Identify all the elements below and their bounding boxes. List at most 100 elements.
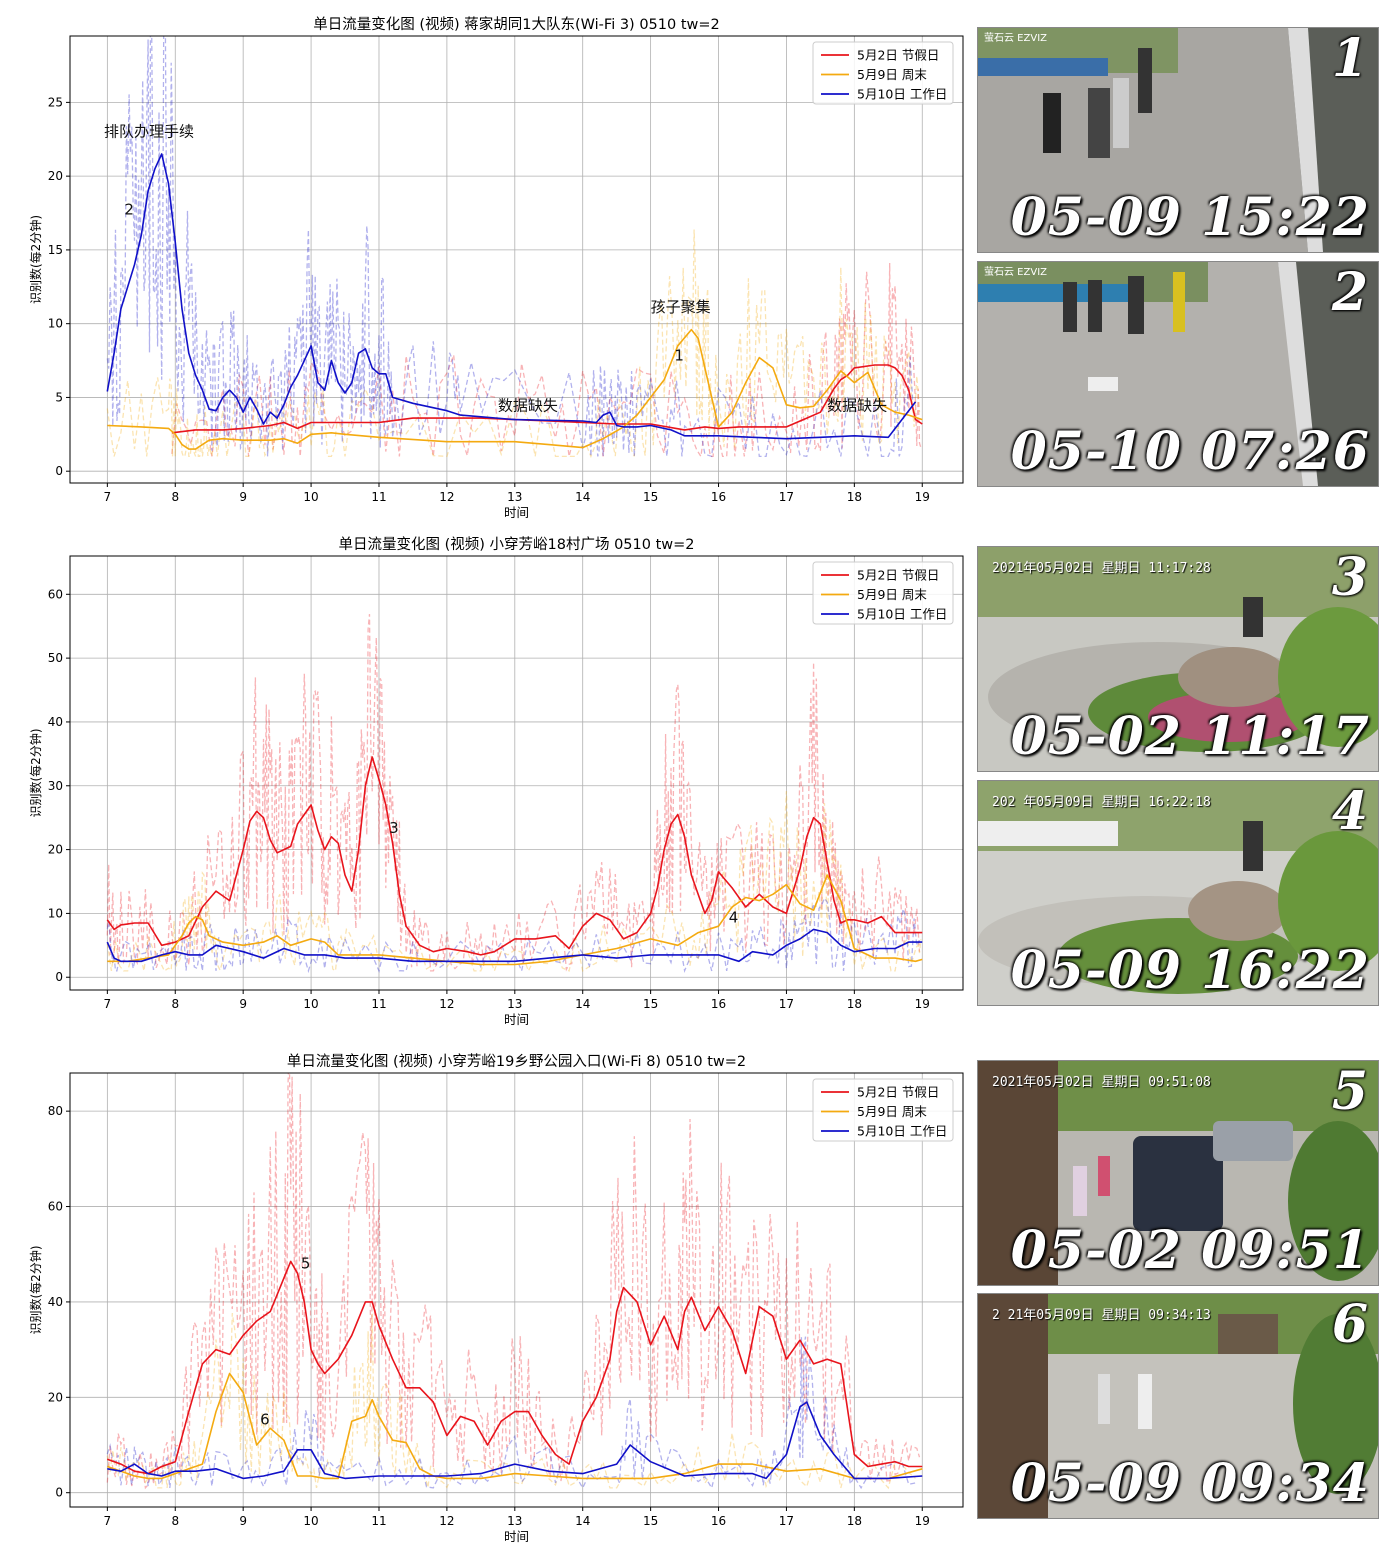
axes-frame	[69, 35, 964, 484]
legend: 5月2日 节假日 5月9日 周末 5月10日 工作日	[812, 561, 954, 625]
x-tick-label: 18	[847, 490, 862, 504]
x-tick-label: 7	[104, 997, 112, 1011]
charts-area: 7 8 9 10 11 12 13 14 15 16 17 18 190510152025单日流量变化图…	[28, 16, 964, 1544]
park-entrance-image	[978, 1294, 1378, 1518]
annotation-label: 6	[260, 1410, 270, 1428]
street-scene-image	[978, 28, 1378, 252]
y-tick-label: 0	[55, 970, 63, 984]
plot-area	[70, 36, 963, 483]
camera-panel-2: 萤石云 EZVIZ 2 05-10 07:26	[977, 261, 1379, 487]
camera-osd-time: 2021年05月02日 星期日 11:17:28	[992, 561, 1211, 576]
plaza-scene-image	[978, 781, 1378, 1005]
legend-entry: 5月10日 工作日	[857, 87, 947, 102]
x-tick-label: 11	[371, 997, 386, 1011]
panel-timestamp: 05-09 09:34	[1010, 1453, 1370, 1514]
camera-panel-1: 萤石云 EZVIZ 1 05-09 15:22	[977, 27, 1379, 253]
x-tick-label: 13	[507, 997, 522, 1011]
panel-timestamp: 05-02 11:17	[1010, 706, 1370, 767]
legend: 5月2日 节假日 5月9日 周末 5月10日 工作日	[812, 41, 954, 105]
x-tick-label: 16	[711, 490, 726, 504]
panel-number: 3	[1331, 547, 1368, 608]
y-tick-label: 60	[48, 587, 63, 601]
y-tick-label: 40	[48, 715, 63, 729]
x-tick-label: 14	[575, 490, 590, 504]
series-line-1	[106, 756, 923, 956]
y-tick-label: 60	[48, 1200, 63, 1214]
x-tick-label: 18	[847, 1514, 862, 1528]
x-tick-label: 8	[171, 1514, 179, 1528]
legend-entry: 5月9日 周末	[857, 587, 927, 602]
plot-lines	[106, 36, 923, 459]
panel-timestamp: 05-10 07:26	[1010, 421, 1370, 482]
series-line-1	[171, 364, 923, 434]
camera-logo: 萤石云 EZVIZ	[984, 267, 1047, 278]
x-tick-label: 14	[575, 1514, 590, 1528]
series-line-1	[107, 1260, 923, 1475]
series-line-3	[106, 153, 917, 440]
x-tick-label: 19	[915, 997, 930, 1011]
axes-frame	[69, 555, 964, 991]
plot-area	[70, 1073, 963, 1507]
x-tick-label: 16	[711, 997, 726, 1011]
x-tick-label: 14	[575, 997, 590, 1011]
x-tick-label: 7	[104, 490, 112, 504]
x-tick-label: 15	[643, 490, 658, 504]
y-axis-label: 识别数(每2分钟)	[28, 729, 43, 818]
legend-box	[812, 41, 954, 105]
y-tick-label: 50	[48, 651, 63, 665]
annotation-label: 数据缺失	[498, 397, 558, 415]
legend-entry: 5月2日 节假日	[857, 48, 939, 63]
x-tick-label: 16	[711, 1514, 726, 1528]
annotation-label: 数据缺失	[827, 397, 887, 415]
series-line-3	[106, 928, 923, 963]
panel-number: 6	[1331, 1294, 1368, 1355]
x-tick-label: 15	[643, 997, 658, 1011]
x-tick-label: 12	[439, 490, 454, 504]
raw-series-line-3	[106, 36, 914, 458]
raw-series-line-2	[106, 229, 921, 459]
annotation-label: 3	[389, 819, 399, 837]
legend-entry: 5月10日 工作日	[857, 607, 947, 622]
panel-number: 5	[1331, 1061, 1368, 1122]
raw-series-line-1	[171, 262, 922, 459]
y-tick-label: 40	[48, 1295, 63, 1309]
x-tick-label: 19	[915, 490, 930, 504]
y-tick-label: 10	[48, 317, 63, 331]
y-tick-label: 20	[48, 843, 63, 857]
x-tick-label: 9	[239, 997, 247, 1011]
x-tick-label: 10	[303, 490, 318, 504]
chart-3: 7 8 9 10 11 12 13 14 15 16 17 18 19 0 20 40 60 80 单日流量变化图 …	[28, 1053, 964, 1544]
annotation-label: 孩子聚集	[651, 298, 711, 316]
camera-osd-time: 202 年05月09日 星期日 16:22:18	[992, 795, 1211, 810]
raw-series-line-2	[106, 791, 922, 973]
camera-panel-6: 2 21年05月09日 星期日 09:34:13 6 05-09 09:34	[977, 1293, 1379, 1519]
x-tick-label: 7	[104, 1514, 112, 1528]
y-axis-label: 识别数(每2分钟)	[28, 1246, 43, 1335]
legend-entry: 5月2日 节假日	[857, 1085, 939, 1100]
camera-panel-4: 202 年05月09日 星期日 16:22:18 4 05-09 16:22	[977, 780, 1379, 1006]
panel-number: 2	[1331, 262, 1368, 323]
x-tick-label: 13	[507, 490, 522, 504]
panel-number: 1	[1331, 28, 1368, 89]
y-tick-label: 80	[48, 1104, 63, 1118]
plot-area	[70, 556, 963, 990]
legend-entry: 5月9日 周末	[857, 67, 927, 82]
chart-title: 单日流量变化图 (视频) 小穿芳峪19乡野公园入口(Wi-Fi 8) 0510 …	[287, 1053, 746, 1070]
x-tick-label: 17	[779, 997, 794, 1011]
x-tick-label: 9	[239, 490, 247, 504]
annotation-label: 4	[729, 908, 739, 926]
camera-logo: 萤石云 EZVIZ	[984, 33, 1047, 44]
x-tick-label: 12	[439, 997, 454, 1011]
camera-osd-time: 2021年05月02日 星期日 09:51:08	[992, 1075, 1211, 1090]
y-axis-label: 识别数(每2分钟)	[28, 215, 43, 304]
x-tick-label: 12	[439, 1514, 454, 1528]
camera-panel-3: 2021年05月02日 星期日 11:17:28 3 05-02 11:17	[977, 546, 1379, 772]
y-tick-label: 10	[48, 906, 63, 920]
x-tick-label: 11	[371, 490, 386, 504]
chart-1: 7 8 9 10 11 12 13 14 15 16 17 18 190510152025单日流量变化图…	[28, 16, 964, 520]
chart-title: 单日流量变化图 (视频) 蒋家胡同1大队东(Wi-Fi 3) 0510 tw=2	[313, 16, 720, 33]
y-tick-label: 0	[55, 1486, 63, 1500]
legend-box	[812, 1078, 954, 1142]
x-tick-label: 8	[171, 997, 179, 1011]
y-tick-label: 5	[55, 390, 63, 404]
